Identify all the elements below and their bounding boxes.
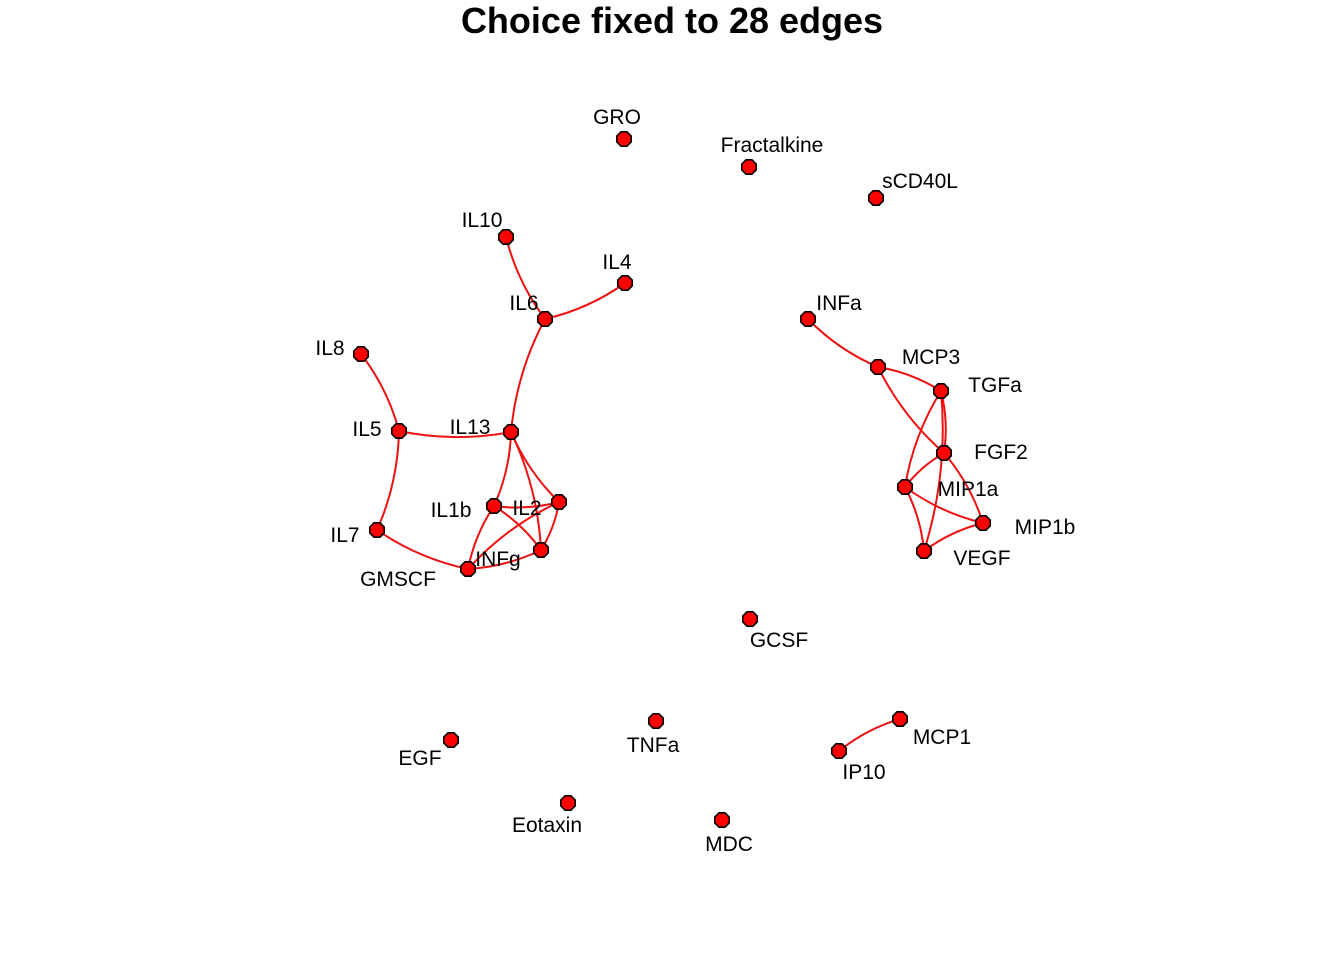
node-IP10	[830, 742, 848, 760]
node-layer	[352, 130, 992, 829]
node-label-IP10: IP10	[842, 761, 885, 784]
node-label-IL1b: IL1b	[431, 499, 472, 522]
node-label-IL6: IL6	[509, 292, 538, 315]
node-IL4	[616, 274, 634, 292]
node-label-IL7: IL7	[330, 524, 359, 547]
edge-TGFa-MIP1a	[904, 390, 942, 488]
edge-IL4-IL6	[544, 282, 626, 320]
node-IL5	[390, 422, 408, 440]
node-sCD40L	[867, 189, 885, 207]
edge-IL8-IL5	[360, 353, 400, 432]
chart-title: Choice fixed to 28 edges	[461, 0, 883, 41]
node-label-MCP3: MCP3	[902, 346, 960, 369]
node-label-FGF2: FGF2	[974, 441, 1028, 464]
node-FGF2	[935, 444, 953, 462]
edge-IL10-IL6	[505, 236, 546, 320]
edge-IL2-GMSCF	[467, 501, 560, 570]
node-IL13	[502, 423, 520, 441]
edge-IL5-IL7	[376, 430, 400, 531]
node-label-IL2: IL2	[512, 497, 541, 520]
node-INFa	[799, 310, 817, 328]
edge-IL6-IL13	[510, 318, 546, 433]
edge-INFa-MCP3	[807, 318, 879, 368]
node-label-IL4: IL4	[602, 251, 632, 274]
node-MCP3	[869, 358, 887, 376]
edge-IL5-IL13	[398, 430, 512, 439]
node-IL8	[352, 345, 370, 363]
node-GCSF	[741, 610, 759, 628]
node-label-IL5: IL5	[352, 418, 381, 441]
node-label-VEGF: VEGF	[953, 547, 1010, 570]
node-EGF	[442, 731, 460, 749]
label-layer: GRO Fractalkine sCD40L IL10 IL4 IL6 INFa IL8 MCP…	[315, 106, 1075, 856]
node-TNFa	[647, 712, 665, 730]
node-IL6	[536, 310, 554, 328]
node-Fractalkine	[740, 158, 758, 176]
node-label-TGFa: TGFa	[968, 374, 1022, 397]
node-label-GCSF: GCSF	[750, 629, 808, 652]
edge-TGFa-VEGF	[923, 390, 944, 552]
node-IL10	[497, 228, 515, 246]
node-MIP1b	[974, 514, 992, 532]
edge-MCP3-FGF2	[877, 366, 945, 454]
node-label-MIP1b: MIP1b	[1015, 516, 1076, 539]
node-GMSCF	[459, 560, 477, 578]
node-Eotaxin	[559, 794, 577, 812]
node-label-GMSCF: GMSCF	[360, 568, 436, 591]
edge-IL13-INFg	[510, 431, 542, 551]
edge-IL7-GMSCF	[376, 529, 469, 570]
node-label-TNFa: TNFa	[627, 734, 680, 757]
node-label-sCD40L: sCD40L	[882, 170, 958, 193]
node-IL7	[368, 521, 386, 539]
node-INFg	[532, 541, 550, 559]
node-TGFa	[932, 382, 950, 400]
node-label-IL13: IL13	[450, 416, 491, 439]
node-MDC	[713, 811, 731, 829]
node-label-INFg: INFg	[475, 548, 521, 571]
node-GRO	[615, 130, 633, 148]
node-label-IL10: IL10	[462, 209, 503, 232]
node-label-MIP1a: MIP1a	[938, 478, 999, 501]
node-IL2	[550, 493, 568, 511]
node-MCP1	[891, 710, 909, 728]
node-label-Fractalkine: Fractalkine	[721, 134, 824, 157]
node-label-Eotaxin: Eotaxin	[512, 814, 582, 837]
node-label-MDC: MDC	[705, 833, 753, 856]
node-label-IL8: IL8	[315, 337, 344, 360]
node-label-INFa: INFa	[816, 292, 862, 315]
node-MIP1a	[896, 478, 914, 496]
node-label-GRO: GRO	[593, 106, 641, 129]
node-VEGF	[915, 542, 933, 560]
node-label-EGF: EGF	[398, 747, 441, 770]
node-IL1b	[485, 497, 503, 515]
edge-MIP1a-MIP1b	[904, 486, 984, 524]
node-label-MCP1: MCP1	[913, 726, 971, 749]
